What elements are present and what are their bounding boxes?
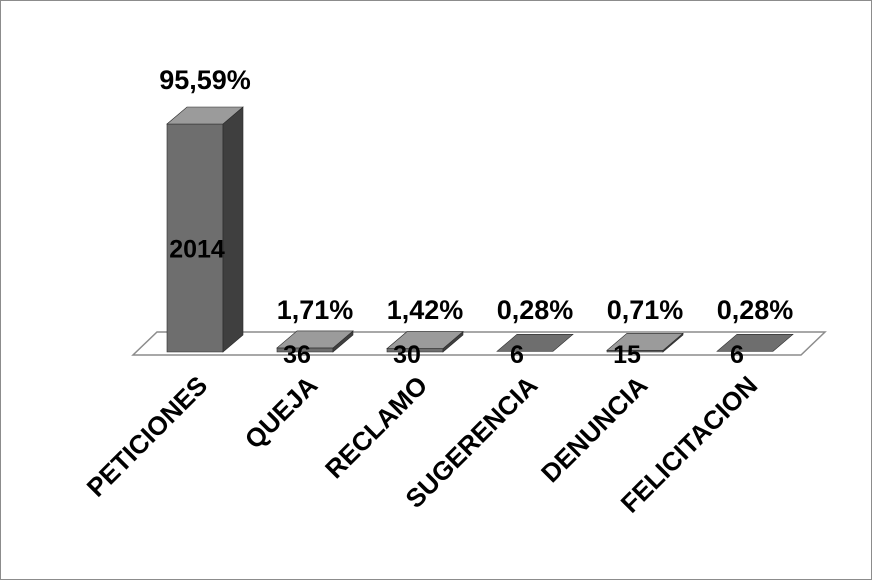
bar-top-reclamo <box>386 331 464 349</box>
percent-label-peticiones: 95,59% <box>159 65 251 95</box>
bar-top-queja <box>276 330 354 349</box>
bar-queja <box>276 330 354 353</box>
bar-top-peticiones <box>166 106 244 125</box>
value-label-sugerencia: 6 <box>510 341 524 369</box>
bar-group <box>166 106 794 353</box>
category-label-denuncia: DENUNCIA <box>535 370 653 488</box>
bar-sugerencia <box>496 334 574 352</box>
bar-top-felicitacion <box>716 334 794 352</box>
percent-label-sugerencia: 0,28% <box>497 295 574 325</box>
value-label-reclamo: 30 <box>393 341 421 369</box>
percent-label-queja: 1,71% <box>277 295 354 325</box>
bar-denuncia <box>606 332 684 353</box>
percent-label-reclamo: 1,42% <box>387 295 464 325</box>
category-label-peticiones: PETICIONES <box>81 370 214 503</box>
bar-peticiones <box>166 106 244 353</box>
bar-side-peticiones <box>222 106 244 353</box>
value-label-peticiones: 2014 <box>169 235 225 263</box>
bar-top-sugerencia <box>496 334 574 352</box>
category-label-queja: QUEJA <box>239 370 324 455</box>
percent-label-felicitacion: 0,28% <box>717 295 794 325</box>
value-label-queja: 36 <box>283 341 311 369</box>
bar-felicitacion <box>716 334 794 352</box>
bar-top-denuncia <box>606 333 684 351</box>
bar-reclamo <box>386 330 464 353</box>
value-label-denuncia: 15 <box>613 341 641 369</box>
value-label-felicitacion: 6 <box>730 341 744 369</box>
category-label-reclamo: RECLAMO <box>319 370 433 484</box>
percent-label-denuncia: 0,71% <box>607 295 684 325</box>
